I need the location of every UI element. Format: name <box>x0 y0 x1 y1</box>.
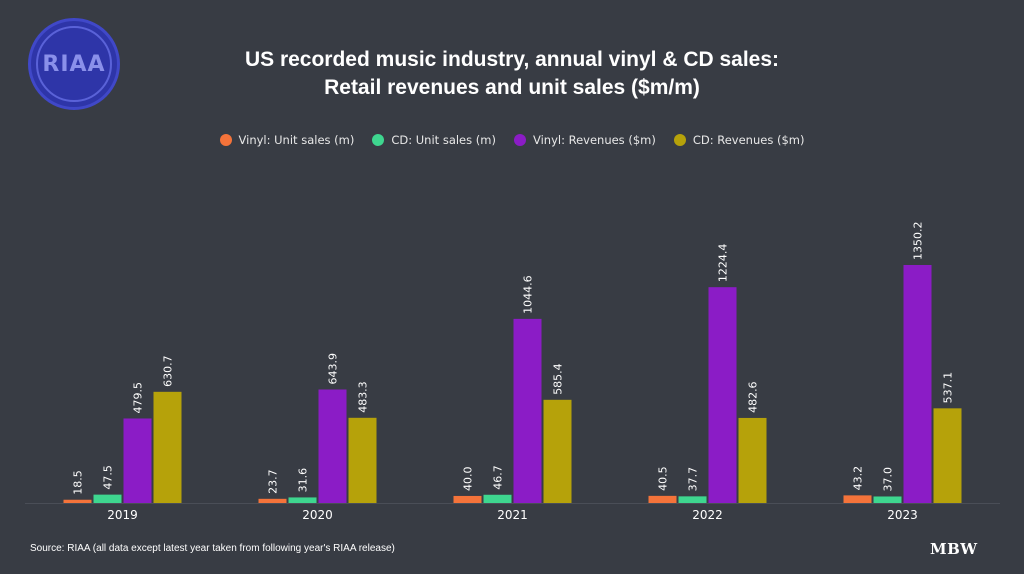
bar-2020-series-0[interactable] <box>258 498 287 503</box>
bar-2023-series-3[interactable] <box>933 408 962 503</box>
legend-label-cd-units: CD: Unit sales (m) <box>391 133 496 147</box>
riaa-logo-text: RIAA <box>36 26 112 102</box>
riaa-logo: RIAA <box>28 18 120 110</box>
data-label-2022-series-3: 482.6 <box>747 381 760 413</box>
legend-swatch-cd-revenues <box>673 134 686 146</box>
data-label-2021-series-0: 40.0 <box>462 466 475 491</box>
bar-2020-series-3[interactable] <box>348 417 377 503</box>
bar-2022-series-2[interactable] <box>708 287 737 503</box>
legend-label-vinyl-revenues: Vinyl: Revenues ($m) <box>532 133 656 147</box>
data-label-2019-series-1: 47.5 <box>102 465 115 490</box>
legend-item-cd-units[interactable]: CD: Unit sales (m) <box>372 133 496 147</box>
x-tick-label-2021: 2021 <box>497 508 528 522</box>
bar-2023-series-1[interactable] <box>873 496 902 503</box>
bar-2022-series-3[interactable] <box>738 417 767 503</box>
legend-label-cd-revenues: CD: Revenues ($m) <box>692 133 805 147</box>
data-label-2023-series-3: 537.1 <box>942 372 955 404</box>
bar-2019-series-1[interactable] <box>93 494 122 503</box>
data-label-2020-series-1: 31.6 <box>297 468 310 493</box>
x-tick-label-2019: 2019 <box>107 508 138 522</box>
x-tick-label-2022: 2022 <box>692 508 723 522</box>
bar-2023-series-2[interactable] <box>903 265 932 503</box>
data-label-2023-series-1: 37.0 <box>882 467 895 492</box>
data-label-2020-series-3: 483.3 <box>357 381 370 413</box>
data-label-2020-series-0: 23.7 <box>267 469 280 494</box>
legend-swatch-vinyl-units <box>219 134 232 146</box>
legend-item-cd-revenues[interactable]: CD: Revenues ($m) <box>673 133 805 147</box>
bar-2023-series-0[interactable] <box>843 495 872 503</box>
bar-2019-series-3[interactable] <box>153 391 182 503</box>
bar-2021-series-1[interactable] <box>483 494 512 503</box>
data-label-2020-series-2: 643.9 <box>327 353 340 385</box>
legend-swatch-cd-units <box>372 134 385 146</box>
data-label-2021-series-2: 1044.6 <box>522 275 535 314</box>
data-label-2022-series-2: 1224.4 <box>717 244 730 283</box>
data-label-2023-series-0: 43.2 <box>852 466 865 491</box>
legend-label-vinyl-units: Vinyl: Unit sales (m) <box>238 133 355 147</box>
data-label-2022-series-1: 37.7 <box>687 467 700 492</box>
x-tick-label-2023: 2023 <box>887 508 918 522</box>
data-label-2019-series-0: 18.5 <box>72 470 85 495</box>
bar-2020-series-2[interactable] <box>318 389 347 503</box>
x-tick-label-2020: 2020 <box>302 508 333 522</box>
data-label-2021-series-3: 585.4 <box>552 363 565 395</box>
data-label-2019-series-2: 479.5 <box>132 382 145 414</box>
data-label-2021-series-1: 46.7 <box>492 465 505 490</box>
data-label-2022-series-0: 40.5 <box>657 466 670 491</box>
bar-2021-series-2[interactable] <box>513 318 542 503</box>
legend-swatch-vinyl-revenues <box>513 134 526 146</box>
bar-2019-series-0[interactable] <box>63 499 92 503</box>
bar-2020-series-1[interactable] <box>288 497 317 503</box>
bar-2021-series-0[interactable] <box>453 495 482 503</box>
chart-subtitle: Retail revenues and unit sales ($m/m) <box>324 76 700 99</box>
bar-2022-series-1[interactable] <box>678 496 707 503</box>
bar-2019-series-2[interactable] <box>123 418 152 503</box>
bar-2021-series-3[interactable] <box>543 399 572 503</box>
legend: Vinyl: Unit sales (m) CD: Unit sales (m)… <box>0 133 1024 147</box>
bar-2022-series-0[interactable] <box>648 495 677 503</box>
source-note: Source: RIAA (all data except latest yea… <box>30 543 395 554</box>
legend-item-vinyl-units[interactable]: Vinyl: Unit sales (m) <box>219 133 355 147</box>
chart-title: US recorded music industry, annual vinyl… <box>244 48 780 71</box>
data-label-2019-series-3: 630.7 <box>162 355 175 387</box>
mbw-logo: MBW <box>930 540 978 558</box>
legend-item-vinyl-revenues[interactable]: Vinyl: Revenues ($m) <box>513 133 656 147</box>
data-label-2023-series-2: 1350.2 <box>912 222 925 261</box>
